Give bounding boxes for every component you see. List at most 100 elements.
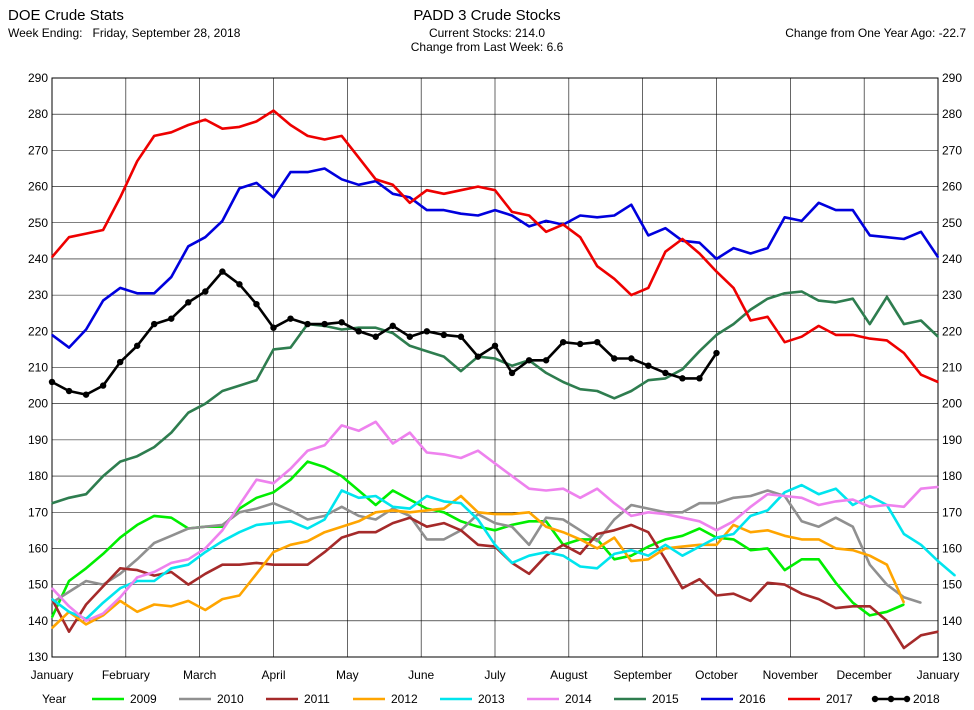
data-point — [562, 381, 564, 383]
data-point — [613, 278, 616, 280]
series-2015 — [51, 290, 939, 505]
data-point — [783, 491, 786, 494]
data-point — [800, 520, 803, 523]
x-tick-label: February — [102, 668, 150, 682]
data-point — [579, 496, 581, 499]
data-point — [51, 256, 53, 258]
data-point — [102, 601, 104, 604]
data-point — [460, 189, 462, 191]
data-point — [766, 297, 769, 300]
data-point — [340, 489, 343, 492]
data-point — [494, 189, 496, 191]
y-tick-label-left: 150 — [28, 578, 48, 592]
data-point — [406, 333, 414, 340]
data-point — [204, 525, 207, 528]
data-point — [170, 571, 173, 573]
x-tick-label: August — [550, 668, 588, 682]
data-point — [187, 583, 190, 586]
y-tick-label-left: 270 — [28, 143, 48, 157]
data-point — [559, 338, 567, 346]
data-point — [357, 430, 360, 432]
data-point — [715, 258, 718, 260]
data-point — [133, 342, 141, 349]
data-point — [698, 502, 701, 505]
data-point — [613, 536, 616, 539]
data-point — [800, 220, 803, 222]
data-point — [136, 524, 138, 526]
data-point — [153, 515, 156, 517]
data-point — [937, 486, 939, 488]
data-point — [834, 334, 837, 336]
data-point — [628, 355, 635, 362]
data-point — [221, 563, 224, 566]
data-point — [681, 368, 684, 371]
data-point — [494, 522, 496, 524]
data-point — [732, 538, 735, 541]
data-point — [681, 516, 684, 519]
data-point — [272, 551, 275, 553]
data-point — [102, 299, 104, 302]
data-point — [443, 522, 445, 524]
data-point — [426, 350, 428, 353]
data-point — [937, 335, 939, 338]
data-point — [494, 529, 496, 532]
data-point — [681, 238, 684, 240]
data-point — [852, 605, 854, 608]
data-point — [270, 324, 277, 331]
data-point — [323, 167, 326, 170]
legend-label: 2017 — [826, 692, 853, 706]
data-point — [698, 252, 701, 255]
data-point — [783, 495, 786, 497]
data-point — [647, 511, 650, 514]
data-point — [426, 189, 428, 191]
data-point — [340, 525, 343, 528]
data-point — [68, 591, 70, 593]
y-tick-label-left: 200 — [28, 397, 48, 411]
data-point — [596, 390, 599, 392]
data-point — [187, 558, 190, 561]
series-line-2010 — [51, 489, 922, 604]
y-tick-label-right: 130 — [942, 650, 962, 664]
data-point — [903, 506, 905, 508]
data-point — [170, 516, 173, 519]
series-2017 — [51, 109, 939, 384]
data-point — [391, 183, 394, 186]
data-point — [545, 516, 547, 519]
data-point — [732, 287, 735, 289]
app-title: DOE Crude Stats — [8, 7, 124, 24]
data-point — [511, 211, 513, 213]
data-point — [391, 332, 394, 334]
legend-item-2010: 2010 — [179, 692, 244, 706]
legend-label: 2010 — [217, 692, 244, 706]
data-point — [221, 220, 224, 222]
series-line-2013 — [51, 483, 956, 621]
data-point — [732, 323, 735, 325]
data-point — [852, 334, 854, 336]
data-point — [289, 346, 292, 349]
data-point — [732, 496, 735, 499]
data-point — [903, 596, 905, 599]
data-point — [630, 515, 633, 517]
data-point — [238, 507, 241, 510]
data-point — [664, 511, 667, 514]
data-point — [136, 580, 138, 582]
data-point — [715, 529, 718, 532]
data-point — [852, 601, 854, 604]
data-point — [68, 236, 70, 239]
y-tick-label-right: 270 — [942, 143, 962, 157]
data-point — [834, 500, 837, 503]
data-point — [749, 506, 752, 508]
data-point — [749, 252, 752, 255]
data-point — [255, 507, 258, 510]
data-point — [321, 320, 328, 328]
data-point — [357, 515, 360, 517]
data-point — [374, 504, 377, 506]
data-point — [545, 551, 547, 553]
grid — [51, 77, 939, 658]
data-point — [255, 182, 258, 184]
data-point — [937, 381, 939, 383]
data-point — [409, 344, 411, 347]
data-point — [511, 525, 513, 528]
week-ending-value: Friday, September 28, 2018 — [92, 26, 241, 40]
data-point — [255, 120, 258, 123]
